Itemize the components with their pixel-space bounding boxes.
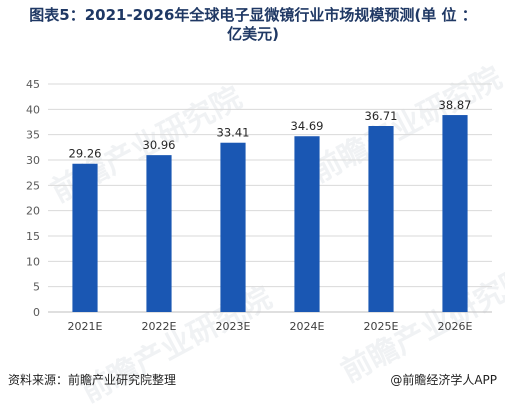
data-labels: 29.26 30.96 33.41 34.69 36.71 38.87: [69, 98, 472, 161]
x-tick-label-2021E: 2021E: [68, 320, 103, 333]
y-tick-label: 5: [33, 281, 40, 294]
x-tick-label-2022E: 2022E: [142, 320, 177, 333]
y-tick-label: 0: [33, 306, 40, 319]
chart-title: 图表5：2021-2026年全球电子显微镜行业市场规模预测(单 位 ： 亿美元): [8, 6, 498, 44]
data-label-2025E: 36.71: [365, 109, 398, 123]
data-label-2024E: 34.69: [291, 119, 324, 133]
y-tick-label: 15: [26, 230, 40, 243]
x-tick-label-2024E: 2024E: [290, 320, 325, 333]
chart-title-line-2: 亿美元): [227, 25, 279, 43]
y-tick-label: 35: [26, 129, 40, 142]
x-tick-label-2026E: 2026E: [438, 320, 473, 333]
y-tick-label: 25: [26, 179, 40, 192]
y-tick-label: 10: [26, 255, 40, 268]
bar-2023E: [220, 142, 246, 312]
x-axis: 2021E 2022E 2023E 2024E 2025E 2026E: [68, 320, 473, 333]
data-label-2023E: 33.41: [217, 126, 250, 140]
credit-note: @前瞻经济学人APP: [390, 373, 497, 387]
bar-2025E: [368, 126, 394, 312]
x-tick-label-2023E: 2023E: [216, 320, 251, 333]
data-label-2021E: 29.26: [69, 147, 102, 161]
bars: [72, 115, 468, 312]
y-tick-label: 45: [26, 78, 40, 91]
y-tick-label: 30: [26, 154, 40, 167]
x-tick-label-2025E: 2025E: [364, 320, 399, 333]
y-tick-label: 40: [26, 103, 40, 116]
bar-2024E: [294, 136, 320, 312]
y-tick-label: 20: [26, 205, 40, 218]
y-axis: 0 5 10 15 20 25 30 35 40 45: [26, 78, 40, 319]
chart-title-line-1: 图表5：2021-2026年全球电子显微镜行业市场规模预测(单 位 ：: [29, 6, 477, 24]
grid-lines: [48, 83, 492, 313]
bar-chart: 0 5 10 15 20 25 30 35 40 45 29.26 30.96 33.41 34.69 3…: [26, 78, 492, 333]
bar-2022E: [146, 155, 172, 312]
bar-2026E: [442, 115, 468, 312]
source-note: 资料来源：前瞻产业研究院整理: [8, 373, 177, 387]
data-label-2022E: 30.96: [143, 138, 176, 152]
data-label-2026E: 38.87: [439, 98, 472, 112]
bar-2021E: [72, 163, 98, 312]
